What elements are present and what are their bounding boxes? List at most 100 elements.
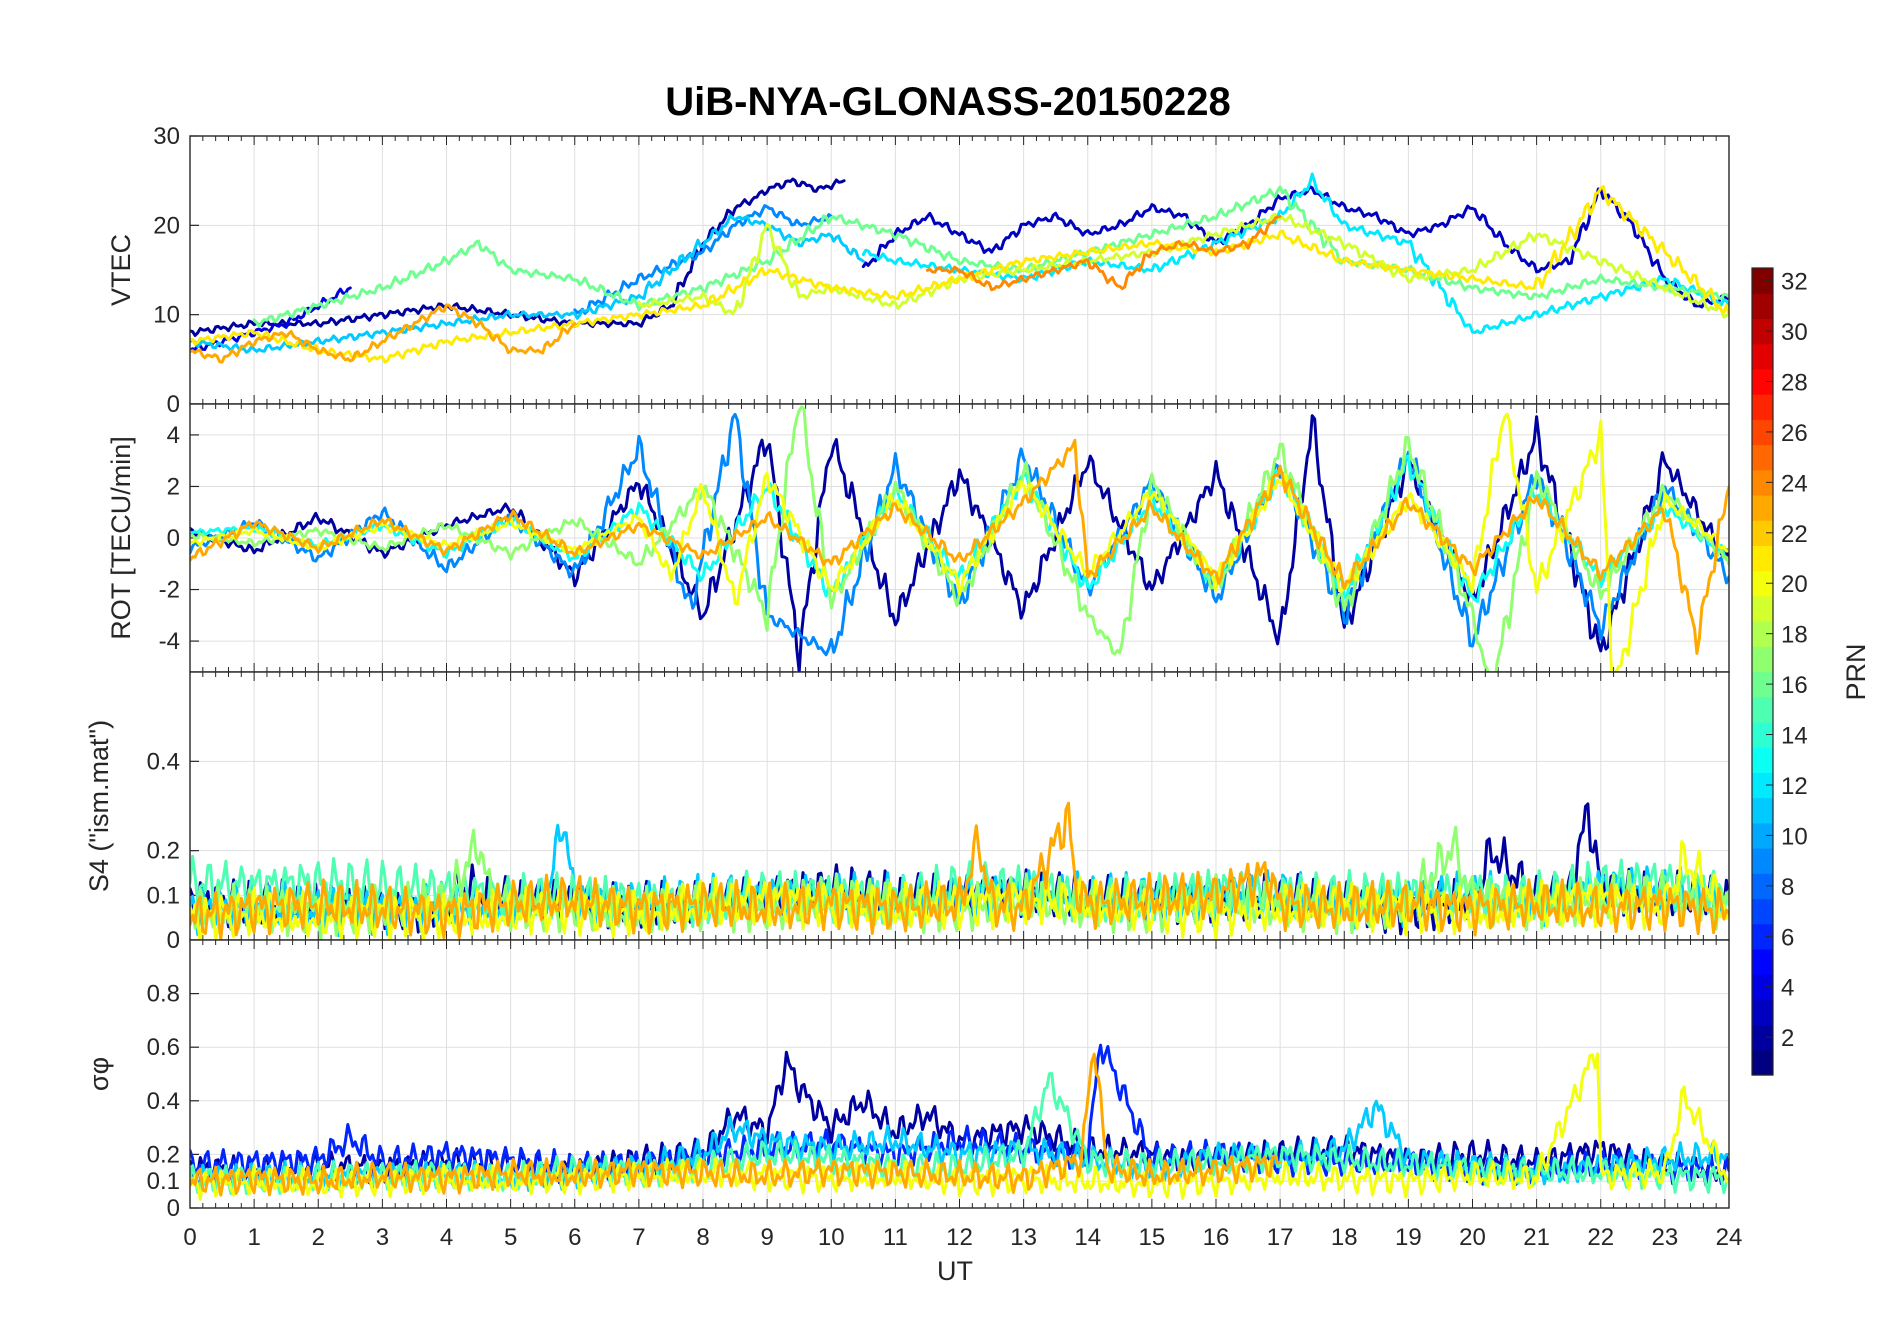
series-group xyxy=(190,801,1729,940)
colorbar-tick-label: 6 xyxy=(1781,924,1794,951)
colorbar-cell xyxy=(1752,671,1773,698)
colorbar-cell xyxy=(1752,545,1773,572)
x-tick-label: 0 xyxy=(183,1224,196,1251)
x-tick-label: 7 xyxy=(632,1224,645,1251)
colorbar-cell xyxy=(1752,293,1773,320)
colorbar-cell xyxy=(1752,343,1773,370)
y-tick-label: 0.4 xyxy=(147,748,180,775)
series-line xyxy=(190,454,1729,603)
series-line xyxy=(252,185,1729,328)
colorbar-cell xyxy=(1752,646,1773,673)
x-tick-label: 21 xyxy=(1523,1224,1550,1251)
series-line xyxy=(190,185,1729,364)
series-line xyxy=(925,214,1282,292)
colorbar-cell xyxy=(1752,696,1773,723)
colorbar-cell xyxy=(1752,974,1773,1000)
y-tick-label: 0.2 xyxy=(147,838,180,865)
colorbar-tick-label: 28 xyxy=(1781,369,1808,396)
colorbar-cell xyxy=(1752,721,1773,748)
series-group xyxy=(190,1043,1729,1201)
colorbar-cell xyxy=(1752,621,1773,647)
y-tick-label: 0.8 xyxy=(147,981,180,1008)
colorbar-tick-label: 14 xyxy=(1781,723,1808,750)
chart-title: UiB-NYA-GLONASS-20150228 xyxy=(665,80,1230,124)
colorbar-cell xyxy=(1752,948,1773,975)
colorbar-cell xyxy=(1752,595,1773,622)
panel-s4: 0 0.1 0.2 0.4 S4 ("ism.mat") xyxy=(84,671,1730,954)
colorbar-cell xyxy=(1752,873,1773,900)
colorbar-tick-label: 22 xyxy=(1781,521,1808,548)
colorbar-label: PRN xyxy=(1841,643,1871,700)
x-tick-label: 15 xyxy=(1139,1224,1166,1251)
colorbar-cell xyxy=(1752,394,1773,420)
colorbar-tick-label: 20 xyxy=(1781,571,1808,598)
x-tick-label: 18 xyxy=(1331,1224,1358,1251)
series-line xyxy=(190,412,1729,672)
colorbar-cell xyxy=(1752,797,1773,824)
y-axis-label: ROT [TECU/min] xyxy=(106,436,136,640)
colorbar-tick-label: 32 xyxy=(1781,269,1808,296)
y-tick-label: 0.1 xyxy=(147,1168,180,1195)
colorbar-cell xyxy=(1752,1024,1773,1051)
colorbar-cell xyxy=(1752,772,1773,799)
x-tick-label: 11 xyxy=(883,1224,908,1251)
colorbar-tick-label: 12 xyxy=(1781,773,1808,800)
x-tick-label: 5 xyxy=(504,1224,517,1251)
x-tick-label: 12 xyxy=(946,1224,973,1251)
y-tick-label: 2 xyxy=(167,473,180,500)
series-line xyxy=(190,438,1729,655)
colorbar-tick-label: 4 xyxy=(1781,975,1794,1002)
colorbar-tick-label: 8 xyxy=(1781,874,1794,901)
y-axis-label: VTEC xyxy=(106,234,136,306)
y-tick-label: 20 xyxy=(153,212,180,239)
y-tick-label: 0.4 xyxy=(147,1088,180,1115)
x-tick-label: 1 xyxy=(247,1224,260,1251)
x-tick-label: 23 xyxy=(1652,1224,1679,1251)
colorbar-cell xyxy=(1752,444,1773,471)
colorbar-tick-label: 26 xyxy=(1781,420,1808,447)
x-tick-label: 9 xyxy=(760,1224,773,1251)
colorbar-cell xyxy=(1752,494,1773,521)
y-tick-label: 0 xyxy=(167,391,180,418)
y-tick-label: 0 xyxy=(167,1195,180,1222)
colorbar-tick-label: 24 xyxy=(1781,470,1808,497)
x-tick-label: 22 xyxy=(1587,1224,1614,1251)
series-line xyxy=(190,1052,1282,1197)
colorbar-cell xyxy=(1752,268,1773,294)
colorbar-tick-label: 18 xyxy=(1781,622,1808,649)
series-line xyxy=(861,172,1729,335)
y-axis-label: S4 ("ism.mat") xyxy=(84,720,114,892)
x-axis-label: UT xyxy=(937,1256,973,1286)
colorbar-cell xyxy=(1752,848,1773,874)
series-group xyxy=(190,172,1729,364)
colorbar-cell xyxy=(1752,368,1773,395)
x-tick-label: 19 xyxy=(1395,1224,1422,1251)
y-tick-label: 0 xyxy=(167,927,180,954)
x-tick-label: 14 xyxy=(1074,1224,1101,1251)
colorbar-cell xyxy=(1752,570,1773,597)
colorbar-cell xyxy=(1752,469,1773,496)
colorbar-cell xyxy=(1752,999,1773,1026)
x-tick-label: 13 xyxy=(1010,1224,1037,1251)
x-tick-label: 2 xyxy=(312,1224,325,1251)
series-group xyxy=(190,405,1729,672)
colorbar-tick-label: 30 xyxy=(1781,319,1808,346)
panel-rot: -4 -2 0 2 4 ROT [TECU/min] xyxy=(106,403,1730,673)
x-tick-labels: 0 1 2 3 4 5 6 7 8 9 10 11 12 13 14 15 16 17 18 19 20 21 22 23 24 xyxy=(183,1224,1742,1251)
colorbar-cell xyxy=(1752,520,1773,547)
colorbar-cell xyxy=(1752,822,1773,849)
colorbar-cell xyxy=(1752,898,1773,925)
colorbar-cell xyxy=(1752,923,1773,950)
x-tick-label: 20 xyxy=(1459,1224,1486,1251)
y-axis-label: σφ xyxy=(84,1057,114,1091)
axis-box xyxy=(189,939,1730,1209)
series-line xyxy=(190,214,865,354)
colorbar-cell xyxy=(1752,318,1773,345)
series-line xyxy=(190,286,352,353)
y-tick-label: -2 xyxy=(159,577,180,604)
y-tick-label: 30 xyxy=(153,123,180,150)
colorbar-cell xyxy=(1752,1049,1773,1076)
colorbar-tick-label: 16 xyxy=(1781,672,1808,699)
